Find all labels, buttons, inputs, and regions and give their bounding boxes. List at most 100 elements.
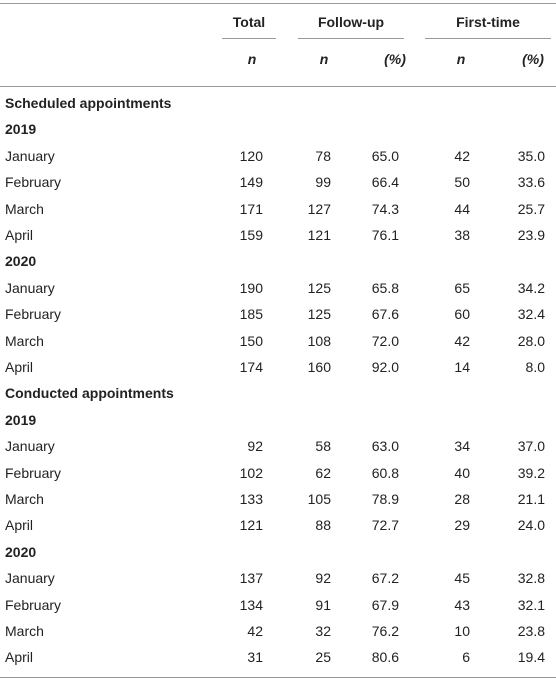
cell-value: 120	[239, 147, 263, 164]
cell-value: 40	[454, 464, 470, 481]
month-label: April	[5, 649, 34, 666]
cell-value: 62	[315, 464, 331, 481]
cell-value: 32.8	[517, 570, 545, 587]
column-subheader: (%)	[522, 51, 544, 67]
cell-value: 32.1	[517, 596, 545, 613]
cell-value: 160	[307, 359, 331, 375]
cell-value: 34.2	[517, 279, 545, 296]
cell-value: 92.0	[371, 359, 399, 375]
cell-value: 67.2	[371, 570, 399, 587]
cell-value: 39.2	[517, 464, 545, 481]
cell-value: 159	[239, 227, 263, 243]
cell-value: 125	[307, 306, 331, 323]
cell-value: 6	[462, 649, 470, 666]
month-label: February	[5, 596, 62, 613]
cell-value: 185	[239, 306, 263, 323]
month-label: January	[5, 147, 55, 164]
group-rule	[298, 38, 404, 39]
section-title: Scheduled appointments	[5, 95, 172, 111]
cell-value: 74.3	[371, 200, 399, 217]
cell-value: 37.0	[517, 438, 545, 455]
cell-value: 24.0	[517, 517, 545, 534]
cell-value: 42	[247, 623, 263, 639]
cell-value: 66.4	[371, 174, 399, 191]
cell-value: 63.0	[371, 438, 399, 455]
group-rule	[222, 38, 276, 39]
year-label: 2019	[5, 411, 37, 428]
month-label: March	[5, 332, 44, 349]
cell-value: 72.0	[371, 332, 399, 349]
cell-value: 29	[454, 517, 470, 534]
cell-value: 121	[239, 517, 263, 534]
bottom-rule	[0, 677, 556, 678]
cell-value: 67.9	[371, 596, 399, 613]
cell-value: 35.0	[517, 147, 545, 164]
cell-value: 33.6	[517, 174, 545, 191]
cell-value: 134	[239, 596, 263, 613]
cell-value: 80.6	[371, 649, 399, 666]
column-group-header: Total	[232, 14, 266, 30]
column-subheader: n	[319, 51, 329, 67]
cell-value: 42	[454, 332, 470, 349]
cell-value: 76.2	[371, 623, 399, 639]
group-rule	[425, 38, 551, 39]
month-label: January	[5, 279, 55, 296]
cell-value: 92	[247, 438, 263, 455]
cell-value: 121	[307, 227, 331, 243]
month-label: January	[5, 438, 55, 455]
cell-value: 127	[307, 200, 331, 217]
cell-value: 171	[239, 200, 263, 217]
cell-value: 34	[454, 438, 470, 455]
month-label: March	[5, 200, 44, 217]
cell-value: 78	[315, 147, 331, 164]
year-label: 2020	[5, 253, 37, 270]
month-label: April	[5, 359, 34, 375]
cell-value: 21.1	[517, 491, 545, 507]
cell-value: 43	[454, 596, 470, 613]
cell-value: 28.0	[517, 332, 545, 349]
month-label: January	[5, 570, 55, 587]
month-label: April	[5, 227, 34, 243]
cell-value: 60.8	[371, 464, 399, 481]
cell-value: 8.0	[525, 359, 545, 375]
cell-value: 190	[239, 279, 263, 296]
cell-value: 32	[315, 623, 331, 639]
column-group-header: Follow-up	[317, 14, 385, 30]
column-subheader: n	[247, 51, 257, 67]
cell-value: 174	[239, 359, 263, 375]
month-label: March	[5, 491, 44, 507]
cell-value: 78.9	[371, 491, 399, 507]
month-label: February	[5, 306, 62, 323]
cell-value: 50	[454, 174, 470, 191]
month-label: March	[5, 623, 44, 639]
cell-value: 67.6	[371, 306, 399, 323]
cell-value: 92	[315, 570, 331, 587]
cell-value: 42	[454, 147, 470, 164]
cell-value: 19.4	[517, 649, 545, 666]
cell-value: 88	[315, 517, 331, 534]
cell-value: 125	[307, 279, 331, 296]
cell-value: 14	[454, 359, 470, 375]
cell-value: 32.4	[517, 306, 545, 323]
section-title: Conducted appointments	[5, 385, 174, 402]
cell-value: 65.8	[371, 279, 399, 296]
cell-value: 38	[454, 227, 470, 243]
cell-value: 65	[454, 279, 470, 296]
cell-value: 23.8	[517, 623, 545, 639]
column-subheader: (%)	[384, 51, 406, 67]
cell-value: 150	[239, 332, 263, 349]
month-label: February	[5, 174, 62, 191]
cell-value: 108	[307, 332, 331, 349]
year-label: 2020	[5, 543, 37, 560]
cell-value: 28	[454, 491, 470, 507]
cell-value: 25.7	[517, 200, 545, 217]
cell-value: 44	[454, 200, 470, 217]
column-subheader: n	[456, 51, 466, 67]
cell-value: 102	[239, 464, 263, 481]
cell-value: 60	[454, 306, 470, 323]
header-rule	[0, 86, 556, 87]
cell-value: 133	[239, 491, 263, 507]
cell-value: 91	[315, 596, 331, 613]
top-rule	[0, 3, 556, 4]
